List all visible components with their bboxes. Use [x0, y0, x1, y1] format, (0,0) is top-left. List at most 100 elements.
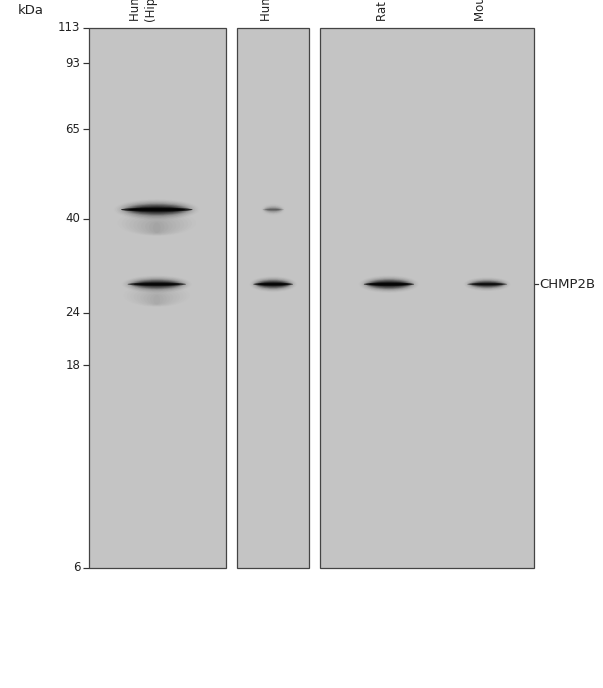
Ellipse shape — [262, 282, 284, 286]
Ellipse shape — [127, 204, 187, 215]
Ellipse shape — [472, 281, 502, 288]
Ellipse shape — [473, 281, 501, 287]
Ellipse shape — [479, 283, 496, 286]
Ellipse shape — [121, 208, 192, 212]
Text: kDa: kDa — [18, 4, 44, 17]
Ellipse shape — [132, 206, 182, 214]
Ellipse shape — [136, 281, 177, 288]
Ellipse shape — [137, 281, 176, 287]
Ellipse shape — [474, 282, 500, 287]
Ellipse shape — [134, 280, 179, 288]
Ellipse shape — [369, 280, 409, 288]
Ellipse shape — [132, 279, 182, 289]
Ellipse shape — [256, 279, 291, 289]
Ellipse shape — [261, 282, 285, 286]
Ellipse shape — [368, 280, 410, 289]
Text: Mouse Placenta: Mouse Placenta — [474, 0, 487, 21]
Ellipse shape — [475, 282, 499, 286]
Ellipse shape — [139, 282, 175, 287]
Text: 93: 93 — [65, 57, 80, 70]
Ellipse shape — [379, 283, 399, 286]
Ellipse shape — [370, 280, 408, 288]
Ellipse shape — [129, 205, 185, 214]
Ellipse shape — [125, 203, 189, 216]
Text: 24: 24 — [65, 306, 80, 319]
Bar — [320, 28, 534, 568]
Ellipse shape — [472, 281, 503, 288]
Ellipse shape — [265, 209, 282, 211]
Text: Human Placenta: Human Placenta — [260, 0, 273, 21]
Ellipse shape — [142, 208, 171, 211]
Ellipse shape — [139, 207, 174, 212]
Text: Human Brain
(Hippocampus): Human Brain (Hippocampus) — [129, 0, 157, 21]
Ellipse shape — [470, 281, 504, 288]
Ellipse shape — [467, 283, 507, 286]
Ellipse shape — [260, 281, 286, 287]
Ellipse shape — [256, 280, 290, 289]
Text: CHMP2B: CHMP2B — [540, 278, 596, 291]
Bar — [89, 28, 226, 568]
Ellipse shape — [478, 283, 497, 286]
Ellipse shape — [260, 281, 286, 287]
Ellipse shape — [475, 281, 500, 287]
Ellipse shape — [364, 283, 414, 286]
Ellipse shape — [472, 283, 503, 285]
Bar — [237, 28, 309, 568]
Ellipse shape — [137, 206, 177, 213]
Ellipse shape — [128, 283, 186, 286]
Ellipse shape — [128, 204, 185, 215]
Ellipse shape — [257, 283, 289, 285]
Ellipse shape — [367, 279, 411, 290]
Ellipse shape — [135, 207, 178, 213]
Text: 65: 65 — [65, 122, 80, 136]
Text: Rat Brain: Rat Brain — [376, 0, 389, 21]
Ellipse shape — [259, 281, 287, 288]
Ellipse shape — [264, 282, 283, 286]
Ellipse shape — [373, 282, 405, 287]
Ellipse shape — [373, 281, 405, 287]
Text: 113: 113 — [58, 21, 80, 34]
Ellipse shape — [371, 281, 406, 288]
Ellipse shape — [371, 281, 406, 288]
Ellipse shape — [476, 282, 498, 286]
Ellipse shape — [130, 205, 184, 214]
Text: 18: 18 — [65, 359, 80, 372]
Ellipse shape — [253, 283, 293, 286]
Ellipse shape — [370, 280, 408, 288]
Ellipse shape — [259, 281, 287, 288]
Ellipse shape — [140, 281, 173, 287]
Text: 6: 6 — [73, 561, 80, 574]
Ellipse shape — [131, 206, 182, 214]
Ellipse shape — [255, 280, 291, 289]
Ellipse shape — [262, 208, 284, 211]
Ellipse shape — [258, 281, 288, 288]
Ellipse shape — [366, 279, 412, 289]
Ellipse shape — [265, 283, 282, 286]
Ellipse shape — [128, 208, 185, 211]
Ellipse shape — [145, 283, 169, 286]
Ellipse shape — [369, 283, 409, 285]
Ellipse shape — [132, 280, 182, 289]
Ellipse shape — [127, 204, 187, 215]
Ellipse shape — [473, 281, 501, 287]
Text: 40: 40 — [65, 212, 80, 225]
Ellipse shape — [143, 282, 171, 286]
Ellipse shape — [133, 206, 180, 213]
Ellipse shape — [124, 202, 190, 217]
Ellipse shape — [375, 281, 403, 287]
Ellipse shape — [134, 206, 179, 213]
Ellipse shape — [134, 283, 180, 285]
Ellipse shape — [135, 280, 178, 288]
Ellipse shape — [257, 280, 289, 288]
Ellipse shape — [124, 204, 189, 215]
Ellipse shape — [472, 281, 502, 288]
Ellipse shape — [139, 281, 175, 287]
Ellipse shape — [258, 281, 288, 288]
Ellipse shape — [256, 280, 290, 288]
Ellipse shape — [368, 279, 410, 289]
Ellipse shape — [372, 281, 406, 287]
Ellipse shape — [130, 279, 183, 289]
Ellipse shape — [134, 280, 180, 288]
Ellipse shape — [377, 282, 401, 286]
Ellipse shape — [136, 281, 177, 288]
